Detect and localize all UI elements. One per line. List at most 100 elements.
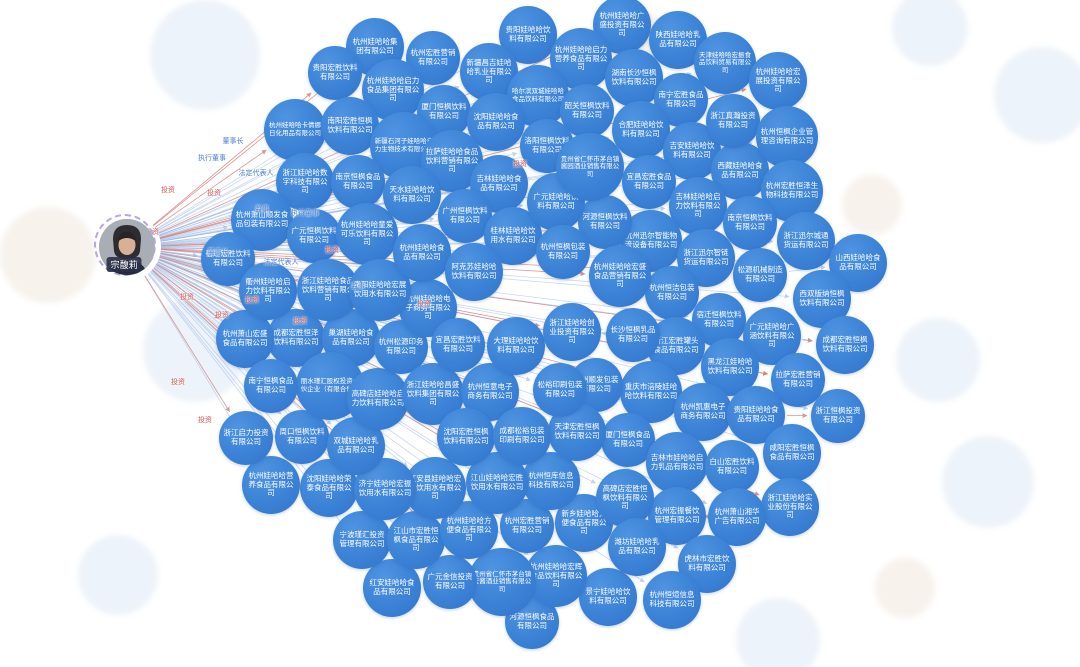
background-blob (736, 598, 820, 667)
company-name: 南宁恒枫食品有限公司 (248, 376, 294, 394)
company-node[interactable]: 贵州省仁怀市茅台镇酱园酒业销售有限公司 (556, 133, 624, 201)
company-node[interactable]: 贵州省仁怀市茅台镇宏酱酒业销售有限公司 (468, 548, 536, 616)
company-node[interactable]: 大理娃哈哈饮料有限公司 (487, 317, 545, 375)
company-name: 吉安娃哈哈饮料有限公司 (669, 141, 715, 159)
company-node[interactable]: 杭州宏振餐饮管理有限公司 (648, 487, 706, 545)
company-name: 江山市宏胜恒枫食品有限公司 (393, 525, 439, 553)
company-name: 杭州娃哈哈启力营养食品有限公司 (554, 44, 608, 72)
company-node[interactable]: 杭州娃哈哈童爱可乐饮料有限公司 (336, 203, 398, 265)
company-node[interactable]: 广元恒枫饮料有限公司 (287, 209, 341, 263)
company-node[interactable]: 重庆市涪陵娃哈哈饮料有限公司 (620, 361, 682, 423)
company-name: 杭州娃哈哈方便食品有限公司 (446, 515, 492, 543)
edge-line (760, 370, 768, 376)
person-node[interactable]: 宗馥莉 (92, 212, 162, 282)
company-name: 松源机械制造有限公司 (737, 265, 783, 283)
company-node[interactable]: 杭州恒煊信息科技有限公司 (643, 571, 701, 629)
company-node[interactable]: 长沙恒枫乳品有限公司 (606, 308, 660, 362)
company-node[interactable]: 白山宏胜饮料有限公司 (705, 440, 759, 494)
company-node[interactable]: 杭州萧山宏盛食品有限公司 (216, 310, 274, 368)
company-name: 贵州省仁怀市茅台镇宏酱酒业销售有限公司 (472, 570, 532, 593)
company-name: 宜昌宏胜食品有限公司 (626, 172, 672, 190)
company-node[interactable]: 浙江真瀚投资有限公司 (706, 94, 760, 148)
company-node[interactable]: 天津娃哈哈宏振食品饮料贸易有限公司 (694, 32, 756, 94)
background-blob (994, 47, 1080, 143)
company-node[interactable]: 阿克苏娃哈哈饮料有限公司 (445, 243, 503, 301)
company-name: 杭州迅尔智能物流设备有限公司 (624, 231, 678, 249)
company-node[interactable]: 浙江恒枫投资有限公司 (811, 389, 865, 443)
company-node[interactable]: 高碑店娃哈哈启力饮料有限公司 (347, 368, 409, 430)
company-node[interactable]: 济宁娃哈哈宏振饮用水有限公司 (354, 458, 416, 520)
company-node[interactable]: 南京恒枫饮料有限公司 (723, 196, 777, 250)
background-blob (875, 558, 935, 618)
company-name: 广元金信投资有限公司 (427, 572, 473, 590)
company-node[interactable]: 咸阳宏胜恒枫食品有限公司 (763, 424, 821, 482)
company-name: 厦门恒枫食品有限公司 (605, 430, 651, 448)
company-node[interactable]: 天津宏胜恒枫饮料有限公司 (548, 403, 606, 461)
company-name: 贵阳娃哈哈食品有限公司 (733, 405, 779, 423)
company-node[interactable]: 成都松裕包装印刷有限公司 (493, 407, 551, 465)
company-node[interactable]: 杭州萧山顺发食品包装有限公司 (231, 189, 293, 251)
company-node[interactable]: 杭州凯惠电子商务有限公司 (674, 383, 732, 441)
company-node[interactable]: 杭州恒枫包装有限公司 (536, 225, 590, 279)
company-node[interactable]: 合肥娃哈哈饮料有限公司 (612, 101, 670, 159)
company-node[interactable]: 景宁娃哈哈饮料有限公司 (579, 568, 637, 626)
company-node[interactable]: 宜昌宏胜食品有限公司 (622, 155, 676, 209)
company-node[interactable]: 杭州恒洁包装有限公司 (645, 266, 699, 320)
company-name: 济宁娃哈哈宏振饮用水有限公司 (358, 479, 412, 497)
company-node[interactable]: 浙江娃哈哈创业投资有限公司 (543, 303, 601, 361)
company-node[interactable]: 周口恒枫饮料有限公司 (275, 410, 329, 464)
background-blob (942, 436, 1034, 528)
company-name: 黑龙江娃哈哈饮料有限公司 (707, 357, 753, 375)
company-node[interactable]: 潍坊娃哈哈乳品有限公司 (608, 518, 666, 576)
company-node[interactable]: 浙江迅尔城通货运有限公司 (777, 212, 835, 270)
company-name: 沈阳娃哈哈荣泰食品有限公司 (306, 473, 352, 501)
company-node[interactable]: 松裕印刷包装有限公司 (533, 363, 587, 417)
company-node[interactable]: 湖南长沙恒枫饮料有限公司 (605, 49, 663, 107)
company-name: 浙江真瀚投资有限公司 (710, 111, 756, 129)
background-blob (892, 0, 968, 66)
company-node[interactable]: 南阳宏胜恒枫饮料有限公司 (321, 97, 379, 155)
company-node[interactable]: 浙江娃哈哈实业股份有限公司 (761, 478, 819, 536)
company-node[interactable]: 天水娃哈哈饮料有限公司 (383, 166, 441, 224)
company-node[interactable]: 杭州恒枫企业管理咨询有限公司 (756, 106, 818, 168)
company-node[interactable]: 江山市宏胜恒枫食品有限公司 (387, 511, 445, 569)
edge-line (154, 149, 267, 228)
company-name: 周口恒枫饮料有限公司 (279, 427, 325, 445)
company-node[interactable]: 宁波瑾汇投资管理有限公司 (333, 511, 391, 569)
company-name: 贵阳娃哈哈饮料有限公司 (505, 25, 551, 43)
company-name: 浙江迅尔城通货运有限公司 (783, 231, 829, 249)
company-node[interactable]: 成都宏胜恒枫饮料有限公司 (816, 316, 874, 374)
company-node[interactable]: 杭州娃哈哈宏展投资有限公司 (749, 52, 807, 110)
company-name: 贵阳宏胜饮料有限公司 (312, 63, 358, 81)
company-node[interactable]: 沈阳宏胜恒枫饮料有限公司 (437, 408, 495, 466)
company-node[interactable]: 杭州娃哈哈卡倩娜日化用品有限公司 (264, 99, 326, 161)
company-node[interactable]: 杭州娃哈哈营养食品有限公司 (242, 456, 300, 514)
company-node[interactable]: 韶关恒枫饮料有限公司 (560, 84, 614, 138)
company-node[interactable]: 吉林娃哈哈启力饮料有限公司 (669, 177, 727, 235)
company-node[interactable]: 厦门恒枫食品有限公司 (601, 413, 655, 467)
company-node[interactable]: 松源机械制造有限公司 (733, 248, 787, 302)
company-node[interactable]: 浙江娃哈哈食品饮料营销有限公司 (297, 259, 359, 321)
company-node[interactable]: 杭州娃哈哈启力食品集团有限公司 (362, 59, 424, 121)
company-node[interactable]: 贵阳宏胜饮料有限公司 (308, 46, 362, 100)
company-name: 丽水瑾汇股权投资合伙企业（有限合伙） (300, 378, 360, 393)
company-node[interactable]: 拉萨宏胜营销有限公司 (771, 353, 825, 407)
company-node[interactable]: 南宁恒枫食品有限公司 (244, 359, 298, 413)
company-node[interactable]: 宜昌宏胜饮料有限公司 (431, 318, 485, 372)
person-ring (94, 214, 156, 276)
company-node[interactable]: 衢州娃哈哈启力饮料有限公司 (239, 262, 297, 320)
company-node[interactable]: 杭州娃哈哈食品有限公司 (393, 224, 451, 282)
edge-line (160, 225, 229, 241)
company-name: 湖南长沙恒枫饮料有限公司 (611, 68, 657, 86)
company-node[interactable]: 南京恒枫食品有限公司 (331, 155, 385, 209)
company-node[interactable]: 吉林市娃哈哈启力乳品有限公司 (646, 432, 708, 494)
company-name: 河源恒枫饮料有限公司 (582, 212, 628, 230)
company-node[interactable]: 浙江启力投资有限公司 (219, 411, 273, 465)
company-name: 吉林娃哈哈启力饮料有限公司 (675, 191, 721, 219)
company-node[interactable]: 广州恒枫饮料有限公司 (438, 189, 492, 243)
company-name: 南京恒枫食品有限公司 (335, 172, 381, 190)
company-name: 杭州娃哈哈卡倩娜日化用品有限公司 (269, 122, 321, 137)
company-name: 浙江宏胜罐头食品有限公司 (653, 336, 699, 354)
company-node[interactable]: 杭州娃哈哈宏盛食品营销有限公司 (589, 245, 651, 307)
company-name: 杭州宏振餐饮管理有限公司 (654, 506, 700, 524)
